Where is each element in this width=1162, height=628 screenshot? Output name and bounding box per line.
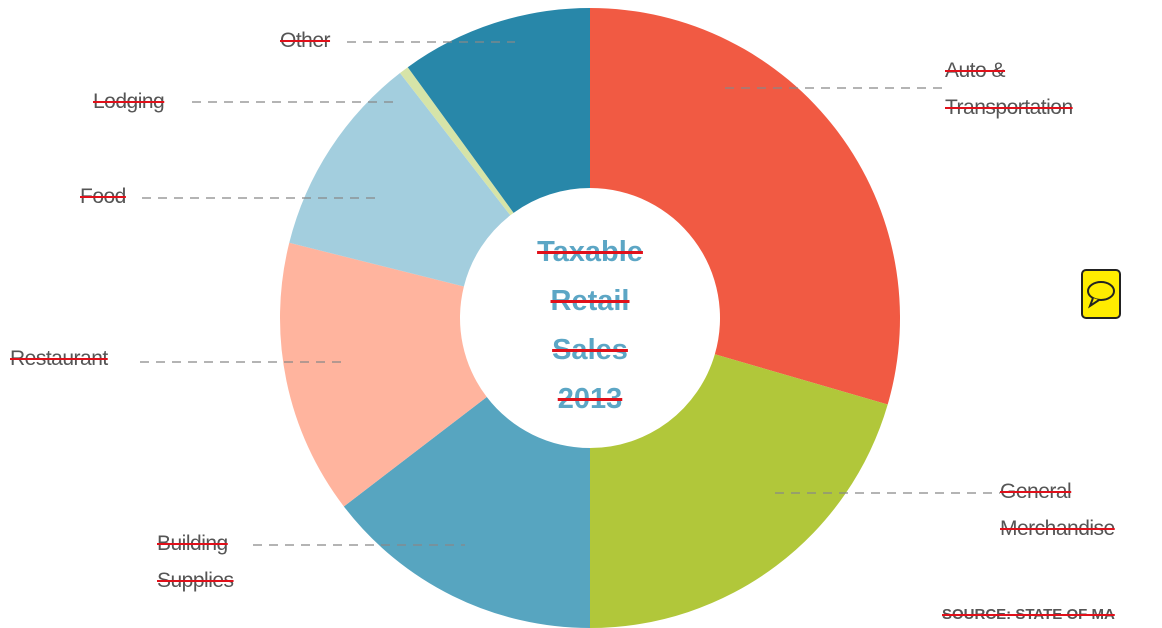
donut-segment — [399, 67, 514, 216]
category-label: Restaurant — [10, 347, 108, 370]
donut-segment — [590, 8, 900, 405]
donut-segment — [343, 397, 590, 628]
donut-segment — [289, 73, 511, 287]
comment-icon[interactable] — [1081, 269, 1121, 319]
category-label: Building Supplies — [157, 532, 234, 592]
category-label: Food — [80, 185, 126, 208]
source-note: SOURCE: STATE OF MA — [942, 606, 1115, 623]
donut-segment — [279, 242, 487, 507]
category-label: Other — [280, 29, 331, 52]
category-label: Auto & Transportation — [945, 59, 1073, 119]
donut-segment — [590, 354, 888, 628]
center-label: Taxable Retail Sales 2013 — [537, 236, 643, 415]
category-label: General Merchandise — [1000, 480, 1115, 540]
donut-segment — [407, 8, 590, 213]
category-label: Lodging — [93, 90, 165, 113]
